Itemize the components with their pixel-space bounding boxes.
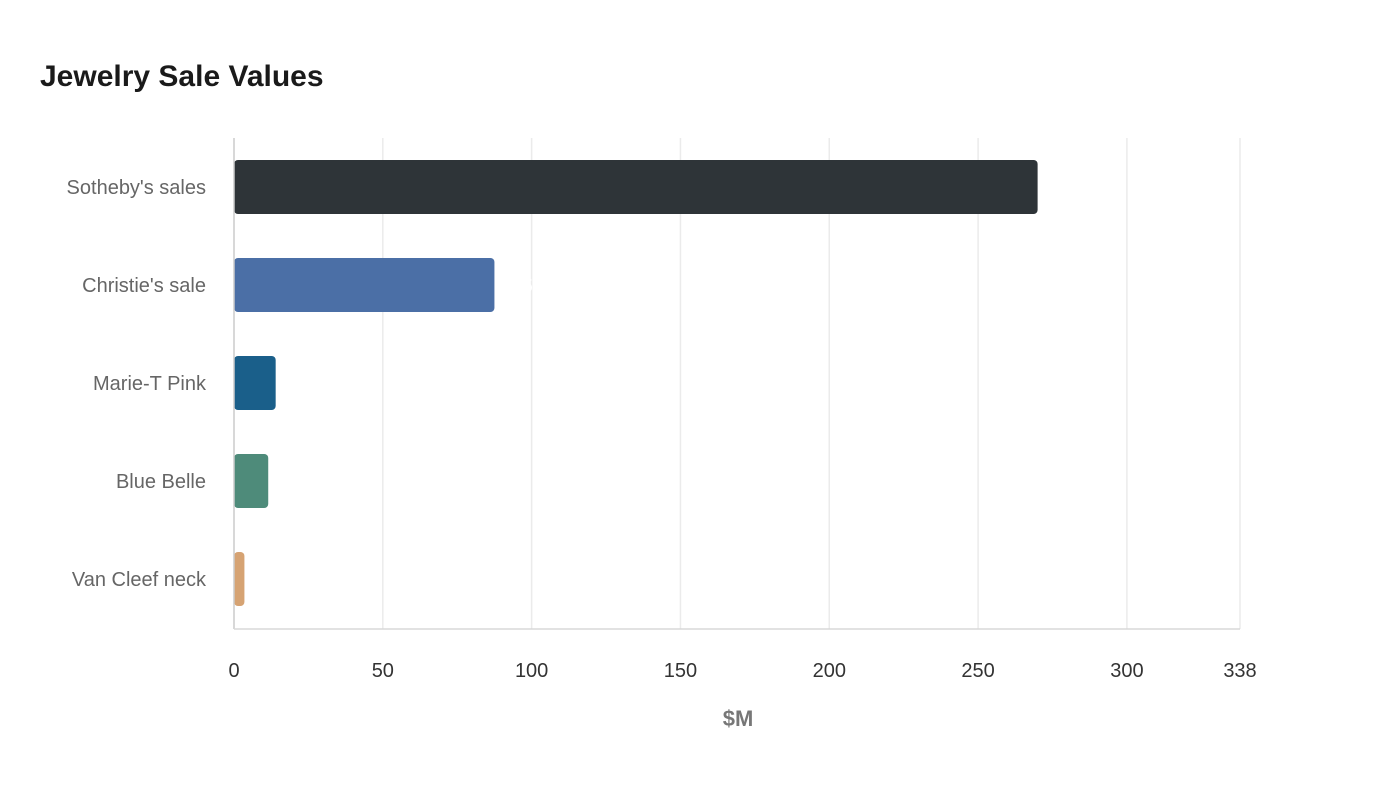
axes bbox=[233, 138, 1240, 630]
bar bbox=[234, 258, 495, 312]
x-tick-label: 250 bbox=[961, 660, 994, 682]
x-tick-label: 200 bbox=[813, 660, 846, 682]
x-tick-label: 338 bbox=[1223, 660, 1256, 682]
data-label: 14 bbox=[279, 374, 299, 394]
category-label: Blue Belle bbox=[116, 471, 206, 493]
chart-title: Jewelry Sale Values bbox=[40, 60, 324, 93]
data-label: 87.5 bbox=[497, 276, 532, 296]
bars bbox=[234, 160, 1038, 606]
x-axis-title: $M bbox=[723, 706, 754, 731]
data-label: 270 bbox=[1041, 178, 1071, 198]
data-label: 3.5 bbox=[247, 570, 272, 590]
x-tick-label: 100 bbox=[515, 660, 548, 682]
category-label: Van Cleef neck bbox=[72, 569, 207, 591]
x-tick-label: 50 bbox=[372, 660, 394, 682]
category-label: Christie's sale bbox=[82, 275, 206, 297]
x-tick-label: 0 bbox=[228, 660, 239, 682]
bar bbox=[234, 356, 276, 410]
labels: 0 50 100 150 200 250 300 338 Sotheby's sales 270 C… bbox=[67, 177, 1257, 731]
category-label: Sotheby's sales bbox=[67, 177, 206, 199]
bar bbox=[234, 552, 245, 606]
data-label: 11.5 bbox=[271, 472, 305, 492]
x-tick-label: 300 bbox=[1110, 660, 1143, 682]
grid-lines bbox=[382, 138, 1241, 629]
bar bbox=[234, 454, 269, 508]
category-label: Marie-T Pink bbox=[93, 373, 207, 395]
bar bbox=[234, 160, 1038, 214]
x-tick-label: 150 bbox=[664, 660, 697, 682]
